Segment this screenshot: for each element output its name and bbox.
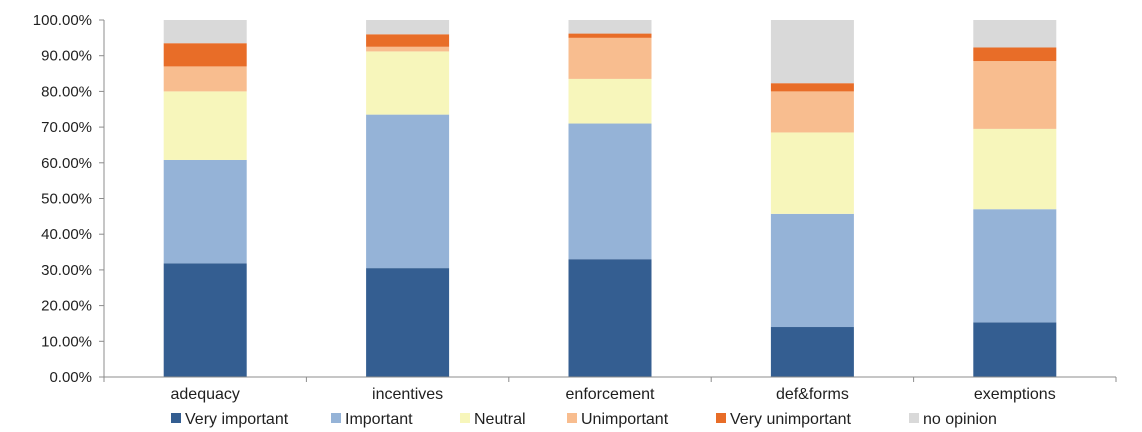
y-axis: 0.00% 10.00% 20.00% 30.00% 40.00% 50.00% 60.00… — [33, 12, 104, 386]
bar-segment — [366, 34, 449, 46]
bar-segment — [771, 214, 854, 327]
legend-item: Very unimportant — [716, 411, 852, 428]
x-tick-label: exemptions — [974, 386, 1056, 403]
bar-segment — [569, 259, 652, 377]
bar-segment — [569, 79, 652, 124]
bar-stack-adequacy — [164, 20, 247, 377]
bar-segment — [771, 327, 854, 377]
bar-segment — [973, 20, 1056, 47]
bar-segment — [569, 124, 652, 260]
bar-segment — [771, 132, 854, 213]
legend-label: no opinion — [923, 411, 997, 428]
y-tick-label: 90.00% — [41, 48, 92, 65]
bar-segment — [366, 20, 449, 34]
bar-stack-def&forms — [771, 20, 854, 377]
y-tick-label: 80.00% — [41, 83, 92, 100]
bar-segment — [164, 263, 247, 377]
legend-swatch — [909, 413, 919, 423]
x-tick-label: incentives — [372, 386, 443, 403]
bar-segment — [569, 34, 652, 38]
y-tick-label: 60.00% — [41, 155, 92, 172]
legend-label: Important — [345, 411, 413, 428]
legend-label: Unimportant — [581, 411, 669, 428]
legend-swatch — [171, 413, 181, 423]
y-tick-label: 50.00% — [41, 191, 92, 208]
bar-segment — [973, 322, 1056, 377]
bar-stack-exemptions — [973, 20, 1056, 377]
bar-segment — [366, 268, 449, 377]
y-tick-label: 30.00% — [41, 262, 92, 279]
x-tick-label: enforcement — [566, 386, 655, 403]
legend-item: no opinion — [909, 411, 997, 428]
legend-swatch — [331, 413, 341, 423]
bar-segment — [771, 20, 854, 83]
y-tick-label: 10.00% — [41, 333, 92, 350]
bars-group — [164, 20, 1057, 377]
y-tick-label: 100.00% — [33, 12, 92, 29]
legend-label: Neutral — [474, 411, 526, 428]
bar-segment — [569, 38, 652, 79]
x-tick-label: def&forms — [776, 386, 849, 403]
legend-item: Very important — [171, 411, 289, 428]
bar-segment — [973, 47, 1056, 61]
bar-stack-enforcement — [569, 20, 652, 377]
legend-swatch — [716, 413, 726, 423]
bar-segment — [973, 209, 1056, 322]
bar-segment — [771, 91, 854, 132]
bar-segment — [164, 160, 247, 264]
y-tick-label: 20.00% — [41, 298, 92, 315]
bar-segment — [366, 47, 449, 52]
x-axis: adequacy incentives enforcement def&forms ex… — [104, 377, 1116, 403]
bar-stack-incentives — [366, 20, 449, 377]
legend-swatch — [567, 413, 577, 423]
legend-item: Important — [331, 411, 413, 428]
x-tick-label: adequacy — [171, 386, 240, 403]
bar-segment — [973, 61, 1056, 129]
bar-segment — [164, 43, 247, 66]
legend-item: Unimportant — [567, 411, 669, 428]
legend-swatch — [460, 413, 470, 423]
legend-label: Very important — [185, 411, 289, 428]
bar-segment — [569, 20, 652, 34]
legend: Very important Important Neutral Unimportan… — [171, 411, 997, 428]
bar-segment — [164, 66, 247, 91]
bar-segment — [771, 83, 854, 91]
legend-label: Very unimportant — [730, 411, 852, 428]
bar-segment — [164, 91, 247, 160]
y-tick-label: 0.00% — [49, 369, 92, 386]
bar-segment — [164, 20, 247, 43]
y-tick-label: 70.00% — [41, 119, 92, 136]
bar-segment — [366, 51, 449, 114]
bar-segment — [973, 129, 1056, 209]
y-tick-label: 40.00% — [41, 226, 92, 243]
legend-item: Neutral — [460, 411, 526, 428]
bar-segment — [366, 115, 449, 269]
